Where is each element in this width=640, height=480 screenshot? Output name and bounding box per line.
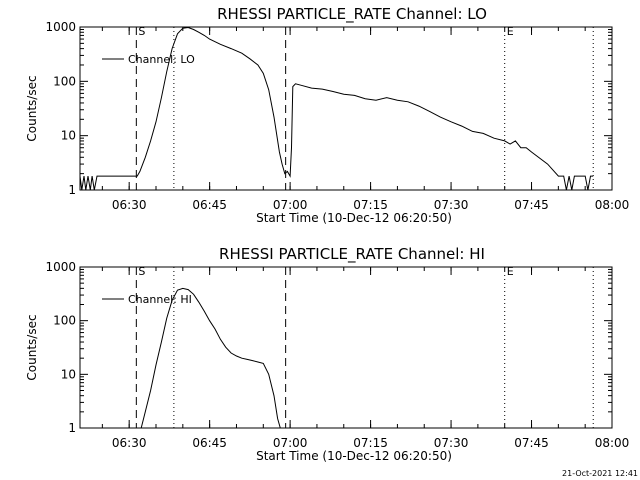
marker-label: S <box>138 265 145 278</box>
chart-title: RHESSI PARTICLE_RATE Channel: LO <box>217 5 487 24</box>
y-tick-label: 1000 <box>45 260 76 274</box>
y-tick-label: 100 <box>53 74 76 88</box>
y-axis-label: Counts/sec <box>25 75 39 141</box>
x-tick-label: 07:45 <box>514 198 549 212</box>
x-tick-label: 08:00 <box>595 198 630 212</box>
marker-label: S <box>138 25 145 38</box>
hi-channel-panel: RHESSI PARTICLE_RATE Channel: HI 1 10 100 10… <box>25 245 629 463</box>
footer-timestamp: 21-Oct-2021 12:41 <box>562 469 638 478</box>
x-tick-label: 07:00 <box>273 436 308 450</box>
x-tick-label: 07:45 <box>514 436 549 450</box>
legend-label: Channel: HI <box>128 293 192 306</box>
x-tick-label: 06:30 <box>112 436 147 450</box>
y-tick-label: 10 <box>61 367 76 381</box>
plot-frame <box>79 26 613 191</box>
x-axis-label: Start Time (10-Dec-12 06:20:50) <box>256 211 452 225</box>
x-tick-label: 06:45 <box>192 198 227 212</box>
chart-title: RHESSI PARTICLE_RATE Channel: HI <box>219 245 485 264</box>
marker-label: E <box>507 25 514 38</box>
x-tick-label: 07:30 <box>434 198 469 212</box>
y-tick-label: 1000 <box>45 20 76 34</box>
x-tick-label: 07:15 <box>353 198 388 212</box>
lo-channel-panel: RHESSI PARTICLE_RATE Channel: LO 1 10 100 10… <box>25 5 629 225</box>
y-tick-label: 100 <box>53 314 76 328</box>
y-tick-label: 1 <box>68 421 76 435</box>
data-line <box>140 287 281 429</box>
marker-label: E <box>507 265 514 278</box>
x-tick-label: 06:30 <box>112 198 147 212</box>
y-tick-label: 10 <box>61 129 76 143</box>
y-axis-label: Counts/sec <box>25 314 39 380</box>
x-tick-label: 06:45 <box>192 436 227 450</box>
x-tick-label: 08:00 <box>595 436 630 450</box>
y-tick-label: 1 <box>68 183 76 197</box>
data-line <box>79 26 594 191</box>
x-tick-label: 07:00 <box>273 198 308 212</box>
x-axis-label: Start Time (10-Dec-12 06:20:50) <box>256 449 452 463</box>
legend-label: Channel: LO <box>128 53 195 66</box>
plot-frame <box>79 266 613 429</box>
x-tick-label: 07:15 <box>353 436 388 450</box>
x-tick-label: 07:30 <box>434 436 469 450</box>
